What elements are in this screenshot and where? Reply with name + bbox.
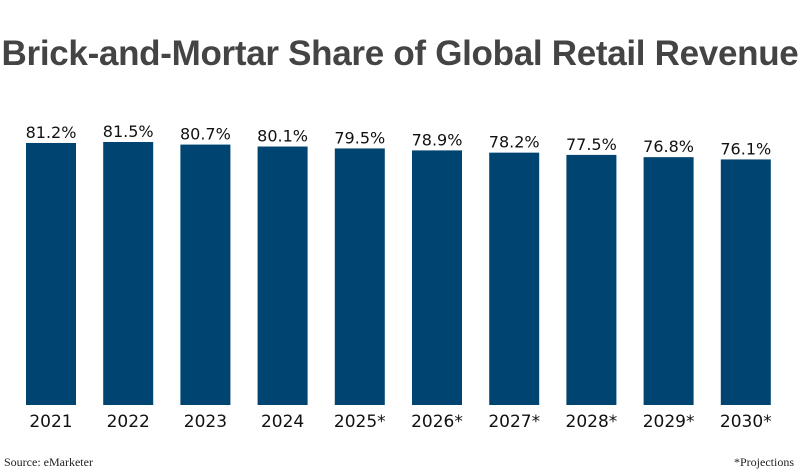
value-label-2029*: 76.8% (643, 137, 694, 156)
value-label-2030*: 76.1% (720, 139, 771, 158)
value-label-2027*: 78.2% (489, 133, 540, 152)
x-tick-label-2026*: 2026* (411, 412, 463, 432)
bar-2022 (103, 142, 154, 405)
bar-2021 (26, 142, 76, 406)
x-tick-label-2030*: 2030* (720, 412, 772, 432)
x-tick-label-2025*: 2025* (334, 412, 386, 432)
bar-2026* (412, 150, 462, 405)
x-tick-label-2028*: 2028* (566, 412, 618, 432)
bar-2024 (257, 146, 308, 405)
value-label-2024: 80.1% (257, 127, 308, 146)
projections-note: *Projections (734, 455, 794, 469)
x-tick-label-2024: 2024 (261, 412, 304, 432)
bar-2029* (643, 157, 694, 405)
value-label-2026*: 78.9% (412, 130, 463, 149)
bar-2028* (566, 154, 617, 405)
value-label-2022: 81.5% (103, 122, 154, 141)
bar-2027* (489, 152, 540, 405)
value-label-2021: 81.2% (26, 123, 77, 142)
bar-2030* (720, 159, 771, 405)
x-tick-label-2022: 2022 (107, 412, 150, 432)
value-label-2025*: 79.5% (334, 128, 385, 147)
chart-title: Brick-and-Mortar Share of Global Retail … (1, 34, 799, 73)
x-tick-label-2021: 2021 (29, 412, 72, 432)
value-label-2023: 80.7% (180, 125, 231, 144)
x-tick-label-2023: 2023 (184, 412, 227, 432)
x-tick-label-2027*: 2027* (488, 412, 540, 432)
x-tick-label-2029*: 2029* (643, 412, 695, 432)
bar-2025* (334, 148, 385, 406)
value-label-2028*: 77.5% (566, 135, 617, 154)
bar-2023 (180, 144, 231, 405)
source-note: Source: eMarketer (4, 455, 93, 469)
